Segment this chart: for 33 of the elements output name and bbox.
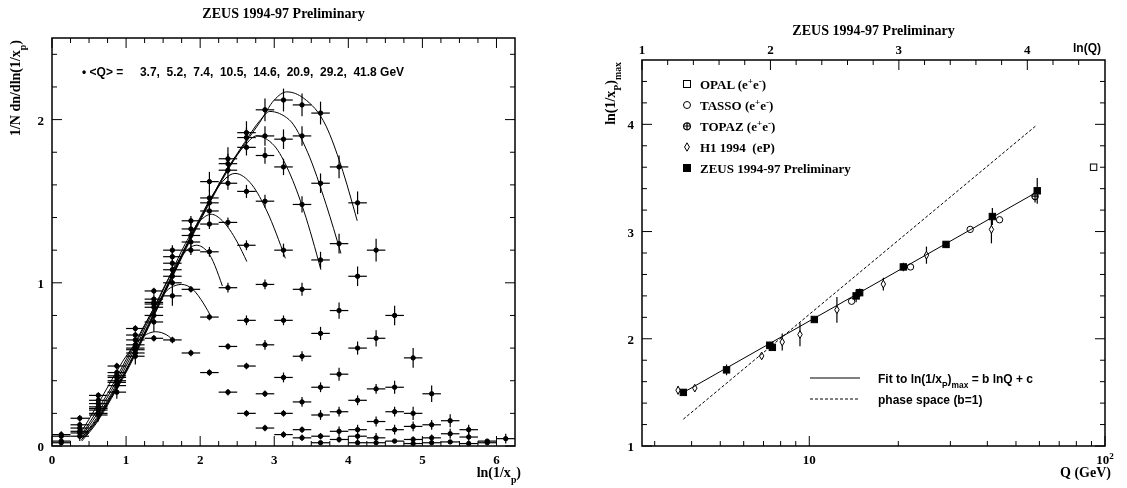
x-axis-title: ln(1/x$_{p}$): [476, 465, 522, 485]
x-tick-label: 4: [345, 452, 353, 467]
y-tick-label: 4: [627, 117, 635, 133]
chart-title: ZEUS 1994-97 Preliminary: [202, 6, 365, 21]
y-tick-label: 2: [627, 331, 634, 347]
legend-label: phase space (b=1): [878, 393, 983, 407]
y-tick-label: 1: [37, 275, 44, 291]
x-tick-label: 10: [802, 452, 816, 467]
x-tick-label: 3: [270, 452, 278, 467]
x2-tick-label: 4: [1024, 42, 1032, 57]
x-tick-label: 5: [419, 452, 427, 467]
y-tick-label: 1: [627, 439, 634, 454]
x2-tick-label: 2: [767, 42, 774, 57]
legend-label: TOPAZ (e$^{+}$e$^{-}$): [700, 118, 776, 134]
y-tick-label: 2: [37, 112, 44, 128]
x-tick-label: 1: [122, 452, 130, 467]
x-tick-label: 10$^{2}$: [1096, 451, 1115, 467]
legend-label: ZEUS 1994-97 Preliminary: [700, 161, 852, 176]
legend-label: TASSO (e$^{+}$e$^{-}$): [700, 97, 774, 113]
y-tick-label: 3: [627, 224, 635, 240]
x-tick-label: 6: [493, 452, 501, 467]
x2-tick-label: 1: [638, 42, 646, 57]
x-tick-label: 0: [48, 452, 56, 467]
x2-axis-title: ln(Q): [1073, 41, 1101, 55]
chart-title: ZEUS 1994-97 Preliminary: [792, 23, 955, 38]
legend-label: Fit to ln(1/x$_{P}$)$_{max}$ = b lnQ + c: [878, 372, 1034, 390]
legend-label: H1 1994 (eP): [700, 140, 775, 155]
x2-tick-label: 3: [895, 42, 903, 57]
x-axis-title: Q (GeV): [1060, 465, 1112, 481]
legend-label: OPAL (e$^{+}$e$^{-}$): [700, 76, 767, 92]
y-tick-label: 0: [37, 439, 44, 454]
annotation: • <Q> = 3.7, 5.2, 7.4, 10.5, 14.6, 20.9, 29.2, 41.8 GeV: [82, 65, 405, 79]
x-tick-label: 2: [196, 452, 204, 467]
